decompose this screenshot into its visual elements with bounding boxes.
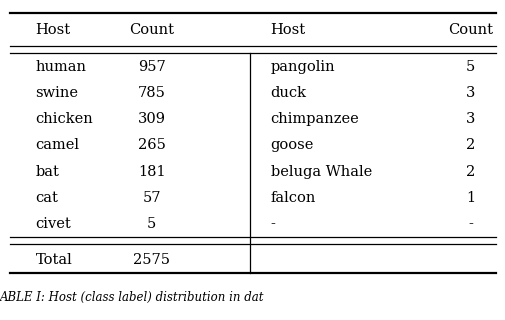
- Text: 2575: 2575: [133, 253, 170, 267]
- Text: chicken: chicken: [35, 112, 93, 126]
- Text: pangolin: pangolin: [270, 60, 335, 74]
- Text: 3: 3: [465, 112, 474, 126]
- Text: chimpanzee: chimpanzee: [270, 112, 359, 126]
- Text: 265: 265: [137, 138, 166, 152]
- Text: duck: duck: [270, 86, 306, 100]
- Text: Host: Host: [270, 23, 305, 36]
- Text: 785: 785: [137, 86, 166, 100]
- Text: 5: 5: [147, 217, 156, 231]
- Text: falcon: falcon: [270, 191, 316, 205]
- Text: 1: 1: [465, 191, 474, 205]
- Text: 3: 3: [465, 86, 474, 100]
- Text: 2: 2: [465, 164, 474, 179]
- Text: human: human: [35, 60, 86, 74]
- Text: -: -: [467, 217, 472, 231]
- Text: bat: bat: [35, 164, 59, 179]
- Text: camel: camel: [35, 138, 79, 152]
- Text: Total: Total: [35, 253, 72, 267]
- Text: civet: civet: [35, 217, 71, 231]
- Text: Count: Count: [129, 23, 174, 36]
- Text: swine: swine: [35, 86, 78, 100]
- Text: goose: goose: [270, 138, 314, 152]
- Text: Host: Host: [35, 23, 70, 36]
- Text: 5: 5: [465, 60, 474, 74]
- Text: 57: 57: [142, 191, 161, 205]
- Text: 2: 2: [465, 138, 474, 152]
- Text: Count: Count: [447, 23, 492, 36]
- Text: 181: 181: [138, 164, 165, 179]
- Text: -: -: [270, 217, 275, 231]
- Text: cat: cat: [35, 191, 58, 205]
- Text: 309: 309: [137, 112, 166, 126]
- Text: 957: 957: [138, 60, 165, 74]
- Text: ABLE I: Host (class label) distribution in dat: ABLE I: Host (class label) distribution …: [0, 291, 264, 304]
- Text: beluga Whale: beluga Whale: [270, 164, 371, 179]
